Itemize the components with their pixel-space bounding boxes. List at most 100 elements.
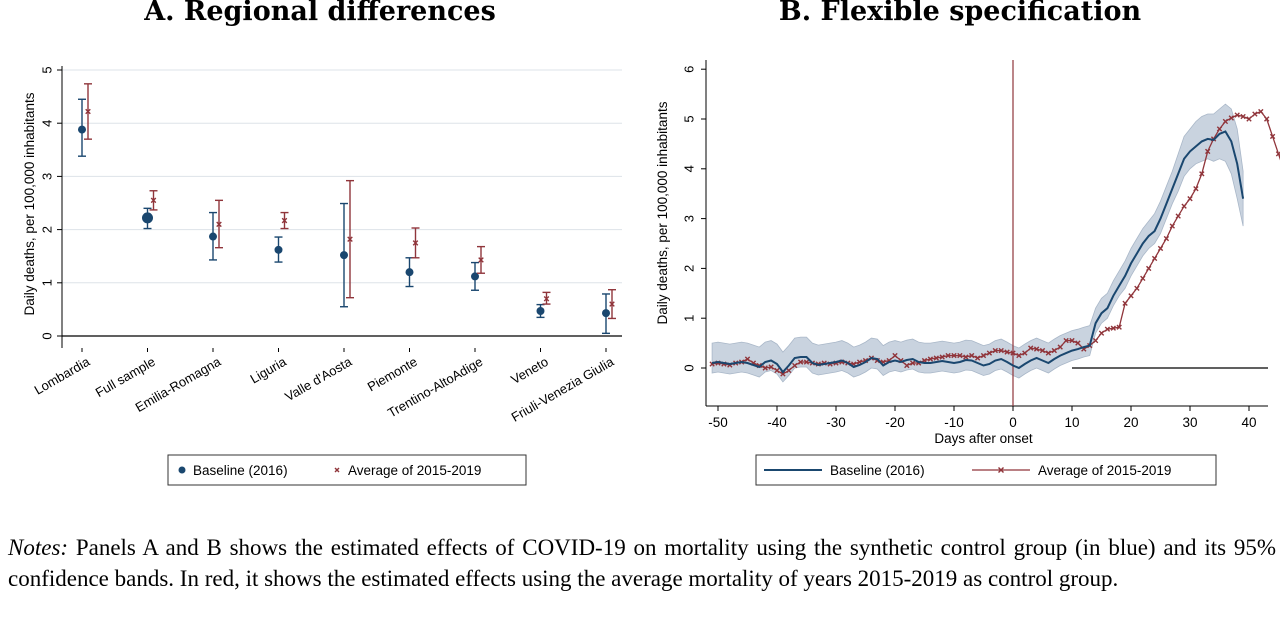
average-series-point [792, 362, 798, 369]
average-series-point [1069, 337, 1075, 344]
average-series-point [1193, 186, 1199, 192]
average-series-point [1051, 347, 1057, 354]
average-estimate-point [281, 217, 288, 224]
average-series-point-stroke-b [1010, 350, 1016, 356]
x-tick-label: 40 [1241, 415, 1256, 430]
average-series-point-stroke-b [786, 367, 792, 374]
average-series-point-stroke-b [744, 356, 751, 362]
average-series-point-stroke-b [1252, 111, 1258, 117]
average-series-point-stroke-b [1016, 352, 1022, 359]
average-series-point-stroke-b [1264, 116, 1270, 122]
average-series-point [1258, 108, 1264, 115]
notes-label: Notes: [8, 535, 69, 560]
y-tick-label: 1 [39, 279, 54, 286]
average-series-point-stroke-b [1146, 265, 1152, 272]
average-series-point [1022, 350, 1028, 356]
y-axis-title: Daily deaths, per 100,000 inhabitants [655, 101, 670, 324]
average-series-point-stroke-b [1181, 203, 1187, 209]
average-estimate-point-stroke-b [281, 217, 288, 224]
baseline-estimate-point [78, 125, 86, 134]
average-series-point [1205, 148, 1211, 155]
average-series-point [1169, 223, 1175, 229]
y-tick-label: 2 [681, 265, 696, 272]
average-series-point-stroke-b [874, 357, 880, 364]
average-estimate-point-stroke-b [478, 257, 484, 263]
average-series-point-stroke-b [1157, 245, 1164, 252]
average-series-point [1199, 171, 1205, 177]
average-series-point-stroke-b [986, 350, 993, 356]
average-series-point-stroke-b [1246, 116, 1252, 122]
average-series-point [974, 355, 981, 361]
average-series-point-stroke-b [797, 359, 804, 365]
average-estimate-point [150, 197, 157, 204]
average-series-point-stroke-b [1234, 112, 1240, 118]
average-series-point [1163, 235, 1170, 242]
y-axis-title: Daily deaths, per 100,000 inhabitants [22, 92, 37, 315]
y-tick-label: 0 [39, 332, 54, 339]
average-series-point [986, 350, 993, 356]
average-series-point [1269, 133, 1276, 140]
average-series-point-stroke-b [1228, 115, 1234, 121]
y-tick-label: 6 [681, 66, 696, 73]
average-series-point-stroke-b [1151, 255, 1158, 262]
x-tick-label: -50 [708, 415, 728, 430]
average-series-point [963, 354, 969, 360]
average-estimate-point-stroke-b [609, 301, 615, 307]
average-series-point [1010, 350, 1016, 356]
y-tick-label: 3 [39, 173, 54, 180]
regional-differences-chart: 0 1 2 3 4 5 Daily deaths, per 100,000 inhabita… [0, 40, 640, 495]
average-series-point [1063, 337, 1069, 344]
notes-text: Panels A and B shows the estimated effec… [8, 535, 1276, 591]
average-series-point-stroke-b [803, 359, 810, 365]
average-series-point-stroke-b [927, 356, 934, 362]
average-series-point-stroke-b [1051, 347, 1057, 354]
baseline-series-line [711, 130, 1245, 374]
average-series-point-stroke-b [1075, 340, 1081, 346]
baseline-estimate-point [209, 232, 217, 241]
x-tick-label: 10 [1064, 415, 1079, 430]
average-series-point-stroke-b [1045, 350, 1052, 356]
average-series-point-stroke-b [1028, 345, 1034, 351]
average-series-point-stroke-b [1240, 113, 1246, 120]
average-series-point-stroke-b [1193, 186, 1199, 192]
y-tick-label: 5 [681, 115, 696, 122]
average-series-point [1216, 126, 1223, 132]
average-series-point-stroke-b [1175, 213, 1181, 219]
average-series-point-stroke-b [1057, 344, 1063, 350]
average-series-point [797, 359, 804, 365]
baseline-estimate-point [602, 309, 610, 318]
average-series-point [1028, 345, 1034, 351]
average-series-point-stroke-b [933, 355, 939, 361]
average-series-point [762, 365, 768, 371]
average-series-point-stroke-b [1116, 324, 1122, 330]
baseline-confidence-band [711, 103, 1244, 383]
average-series-point [768, 364, 774, 370]
average-series-point [1181, 203, 1187, 209]
y-tick-label: 4 [39, 120, 54, 127]
legend-baseline-label: Baseline (2016) [193, 463, 288, 478]
average-series-point [1175, 213, 1181, 219]
x-tick-label: -30 [826, 415, 846, 430]
average-series-point [910, 360, 916, 366]
average-series-point [1246, 116, 1252, 122]
figure-notes: Notes: Panels A and B shows the estimate… [8, 532, 1276, 594]
average-series-point-stroke-b [774, 367, 780, 374]
legend-average-marker [998, 467, 1004, 473]
average-series-point [1157, 245, 1164, 252]
average-estimate-point [543, 295, 550, 302]
average-estimate-point [347, 236, 353, 242]
average-series-point-stroke-b [939, 354, 945, 360]
baseline-estimate-point [340, 251, 348, 260]
average-series-point [1092, 337, 1099, 344]
average-series-point [1128, 293, 1134, 299]
average-series-point-stroke-b [1187, 195, 1193, 202]
average-estimate-point-stroke-b [347, 236, 353, 242]
average-series-point [992, 347, 998, 354]
y-tick-label: 0 [681, 364, 696, 371]
average-series-point-stroke-b [910, 360, 916, 366]
average-series-point [774, 367, 780, 374]
average-series-point [1222, 118, 1229, 125]
average-series-point [1116, 324, 1122, 330]
average-series-point [1140, 275, 1146, 282]
average-series-point-stroke-b [969, 352, 975, 359]
